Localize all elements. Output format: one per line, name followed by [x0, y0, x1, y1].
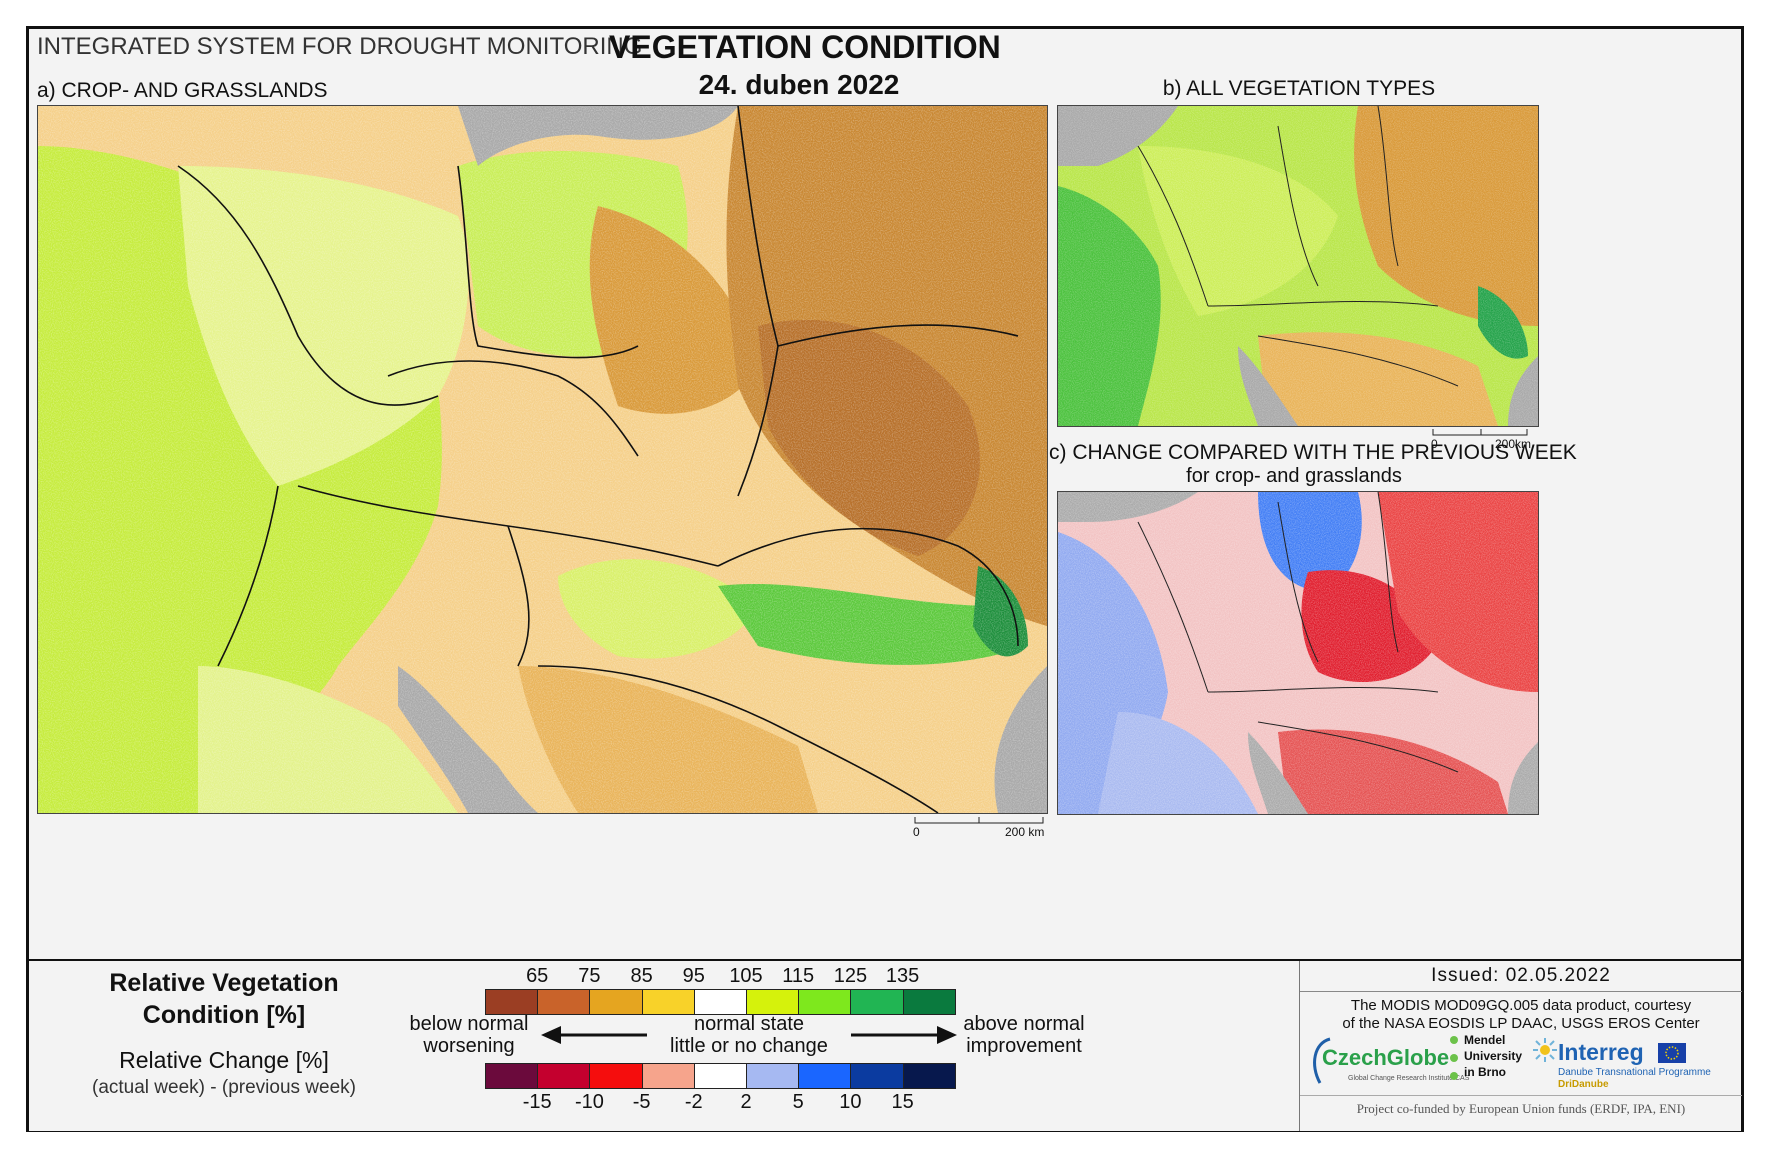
rvc-swatch [589, 989, 643, 1015]
rvc-tick-label: 135 [885, 965, 920, 987]
panel-c-title: c) CHANGE COMPARED WITH THE PREVIOUS WEE… [1049, 441, 1577, 464]
rc-tick-label: -10 [574, 1091, 604, 1113]
rc-swatch [641, 1063, 695, 1089]
left-label-line2: worsening [423, 1035, 515, 1057]
rc-swatch [485, 1063, 539, 1089]
c-borders [1137, 492, 1459, 773]
funding-divider [1300, 1095, 1742, 1096]
rvc-tick-label: 125 [833, 965, 868, 987]
interreg-subtitle2: DriDanube [1558, 1079, 1609, 1090]
scalebar-b-end: 200km [1495, 437, 1532, 451]
legend-panel: Relative Vegetation Condition [%] Relati… [29, 959, 1742, 1131]
interreg-subtitle1: Danube Transnational Programme [1558, 1067, 1711, 1078]
czechglobe-subtitle: Global Change Research Institute CAS [1348, 1075, 1470, 1082]
credits-divider [1300, 991, 1742, 992]
panel-b-title: b) ALL VEGETATION TYPES [1162, 77, 1436, 100]
map-panel-b[interactable] [1057, 105, 1539, 427]
rc-tick-label: -15 [522, 1091, 552, 1113]
main-title: VEGETATION CONDITION [609, 29, 1001, 65]
issued-date: Issued: 02.05.2022 [1431, 965, 1611, 986]
right-arrow [851, 1026, 957, 1044]
map-sheet: INTEGRATED SYSTEM FOR DROUGHT MONITORING… [26, 26, 1744, 1132]
funding-note: Project co-funded by European Union fund… [1356, 1101, 1686, 1116]
system-title: INTEGRATED SYSTEM FOR DROUGHT MONITORING [37, 33, 643, 60]
scalebar-a-end: 200 km [1005, 825, 1045, 839]
rvc-swatch [485, 989, 539, 1015]
panel-c-subtitle: for crop- and grasslands [1186, 465, 1402, 487]
rvc-tick-label: 85 [630, 965, 653, 987]
data-source-line1: The MODIS MOD09GQ.005 data product, cour… [1350, 997, 1692, 1014]
rvc-swatch [746, 989, 800, 1015]
b-borders [1137, 106, 1459, 387]
rvc-title-line2: Condition [%] [142, 1001, 306, 1029]
right-label-line2: improvement [966, 1035, 1082, 1057]
mendel-line1: Mendel [1464, 1033, 1506, 1047]
map-panel-c[interactable] [1057, 491, 1539, 815]
rvc-swatch [798, 989, 852, 1015]
rc-tick-label: -5 [632, 1091, 651, 1113]
interreg-logo: Interreg [1558, 1039, 1644, 1065]
rvc-title-line1: Relative Vegetation [109, 969, 339, 997]
rvc-tick-label: 75 [578, 965, 601, 987]
rvc-swatch [902, 989, 956, 1015]
rc-swatch [850, 1063, 904, 1089]
panel-a-title: a) CROP- AND GRASSLANDS [37, 79, 328, 102]
rvc-tick-label: 95 [682, 965, 705, 987]
mendel-line2: University [1464, 1049, 1523, 1063]
eu-flag-icon [1658, 1043, 1686, 1063]
rc-swatch [902, 1063, 956, 1089]
date-label: 24. duben 2022 [698, 69, 900, 100]
rvc-swatch [537, 989, 591, 1015]
credits-box: Issued: 02.05.2022 The MODIS MOD09GQ.005… [1299, 961, 1742, 1131]
rc-swatch [798, 1063, 852, 1089]
mendel-dot-icon [1450, 1036, 1458, 1044]
center-label-line2: little or no change [670, 1035, 828, 1057]
rc-swatch [693, 1063, 747, 1089]
rc-swatch [746, 1063, 800, 1089]
rc-swatch [589, 1063, 643, 1089]
rc-tick-label: 2 [740, 1091, 752, 1113]
rc-title: Relative Change [%] [119, 1047, 329, 1073]
mendel-line3: in Brno [1464, 1065, 1506, 1079]
rc-tick-label: 5 [792, 1091, 804, 1113]
scalebar-a: 0 200 km [913, 815, 1053, 839]
left-label-line1: below normal [409, 1013, 529, 1035]
czechglobe-logo: CzechGlobe [1322, 1045, 1450, 1070]
rvc-tick-label: 115 [782, 965, 815, 987]
rvc-swatch [693, 989, 747, 1015]
rvc-tick-label: 65 [526, 965, 549, 987]
rvc-swatch [850, 989, 904, 1015]
data-source-line2: of the NASA EOSDIS LP DAAC, USGS EROS Ce… [1342, 1015, 1700, 1032]
mendel-dot-icon-3 [1450, 1072, 1458, 1080]
rc-tick-label: 10 [839, 1091, 862, 1113]
rc-subtitle: (actual week) - (previous week) [92, 1077, 356, 1098]
left-arrow [541, 1026, 647, 1044]
mendel-dot-icon-2 [1450, 1054, 1458, 1062]
scalebar-a-start: 0 [913, 825, 920, 839]
rvc-swatch [641, 989, 695, 1015]
rc-swatch [537, 1063, 591, 1089]
country-borders [177, 106, 1019, 813]
right-label-line1: above normal [963, 1013, 1085, 1035]
scalebar-b-start: 0 [1431, 437, 1438, 451]
rc-tick-label: 15 [891, 1091, 914, 1113]
rvc-tick-label: 105 [729, 965, 763, 987]
rc-tick-label: -2 [684, 1091, 703, 1113]
center-label-line1: normal state [693, 1013, 805, 1035]
scalebar-b: 0 200km [1431, 427, 1541, 451]
czechglobe-logo-icon [1313, 1037, 1331, 1084]
map-panel-a[interactable] [37, 105, 1048, 814]
interreg-sun-icon [1533, 1038, 1557, 1062]
